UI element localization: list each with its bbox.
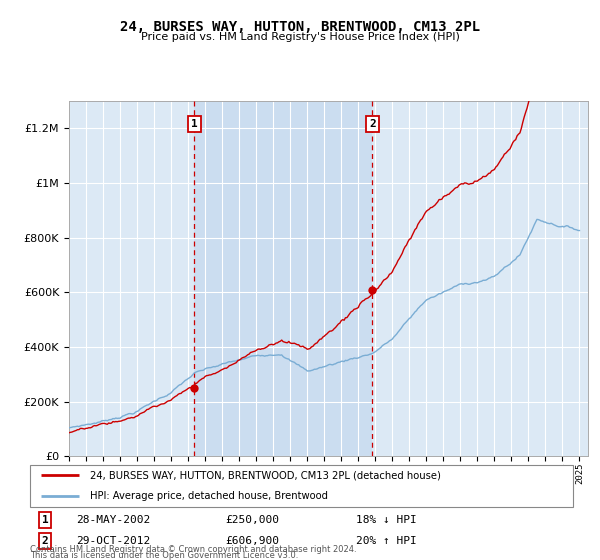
Text: 2: 2 xyxy=(369,119,376,129)
Text: 1: 1 xyxy=(191,119,198,129)
Text: 2: 2 xyxy=(42,536,49,546)
Text: Contains HM Land Registry data © Crown copyright and database right 2024.: Contains HM Land Registry data © Crown c… xyxy=(30,545,356,554)
Text: 28-MAY-2002: 28-MAY-2002 xyxy=(76,515,151,525)
Text: £250,000: £250,000 xyxy=(226,515,280,525)
Text: 1: 1 xyxy=(42,515,49,525)
Text: Price paid vs. HM Land Registry's House Price Index (HPI): Price paid vs. HM Land Registry's House … xyxy=(140,32,460,42)
Text: 24, BURSES WAY, HUTTON, BRENTWOOD, CM13 2PL: 24, BURSES WAY, HUTTON, BRENTWOOD, CM13 … xyxy=(120,20,480,34)
Text: 18% ↓ HPI: 18% ↓ HPI xyxy=(356,515,416,525)
Text: 24, BURSES WAY, HUTTON, BRENTWOOD, CM13 2PL (detached house): 24, BURSES WAY, HUTTON, BRENTWOOD, CM13 … xyxy=(90,470,440,480)
Text: 20% ↑ HPI: 20% ↑ HPI xyxy=(356,536,416,546)
Text: HPI: Average price, detached house, Brentwood: HPI: Average price, detached house, Bren… xyxy=(90,491,328,501)
Text: £606,900: £606,900 xyxy=(226,536,280,546)
Text: This data is licensed under the Open Government Licence v3.0.: This data is licensed under the Open Gov… xyxy=(30,551,298,560)
Bar xyxy=(194,101,373,456)
FancyBboxPatch shape xyxy=(30,465,573,507)
Text: 29-OCT-2012: 29-OCT-2012 xyxy=(76,536,151,546)
